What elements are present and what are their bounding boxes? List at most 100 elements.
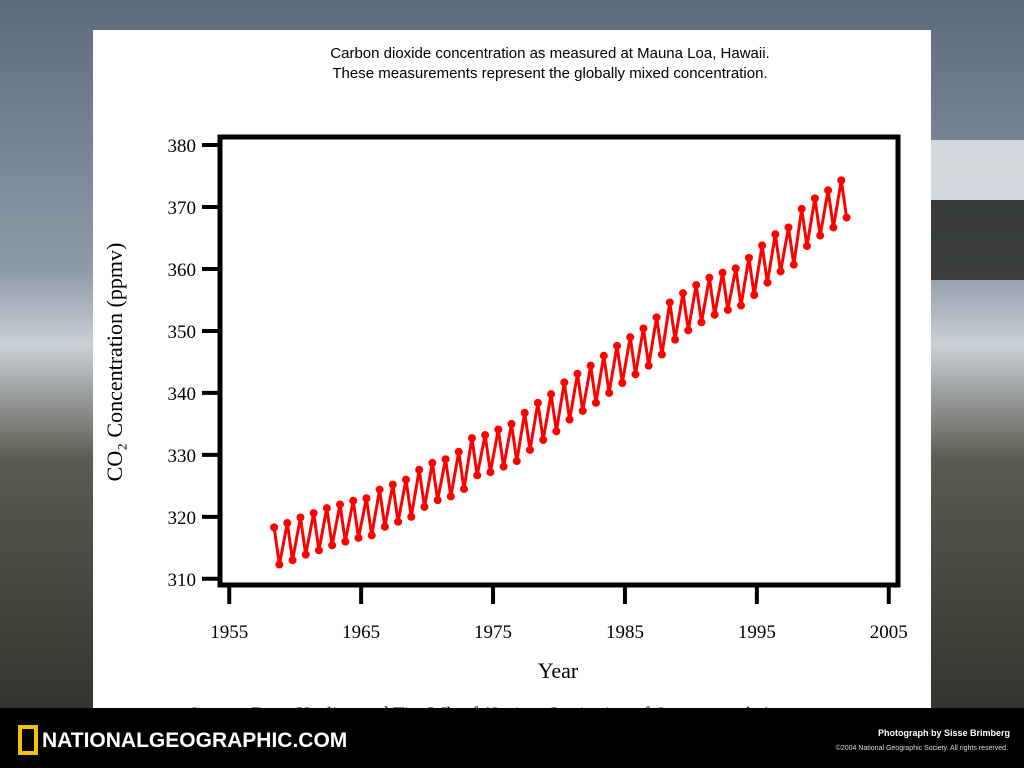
co2-point bbox=[401, 475, 410, 484]
co2-point bbox=[494, 425, 503, 434]
co2-point bbox=[486, 468, 495, 477]
co2-point bbox=[328, 541, 337, 550]
co2-point bbox=[586, 361, 595, 370]
co2-point bbox=[710, 310, 719, 319]
co2-point bbox=[671, 335, 680, 344]
co2-point bbox=[797, 204, 806, 213]
co2-point bbox=[613, 341, 622, 350]
co2-point bbox=[684, 326, 693, 335]
co2-point bbox=[512, 457, 521, 466]
credit: Photograph by Sisse Brimberg bbox=[878, 728, 1010, 738]
co2-point bbox=[723, 305, 732, 314]
co2-point bbox=[525, 445, 534, 454]
co2-point bbox=[599, 351, 608, 360]
y-tick-label: 320 bbox=[168, 508, 197, 529]
co2-point bbox=[824, 186, 833, 195]
co2-point bbox=[507, 419, 516, 428]
co2-point bbox=[499, 462, 508, 471]
co2-point bbox=[816, 231, 825, 240]
co2-point bbox=[362, 494, 371, 503]
co2-line bbox=[272, 180, 849, 565]
co2-point bbox=[336, 500, 345, 509]
x-tick-label: 1995 bbox=[738, 622, 776, 643]
chart-title: Carbon dioxide concentration as measured… bbox=[330, 45, 770, 82]
co2-point bbox=[467, 434, 476, 443]
co2-point bbox=[758, 241, 767, 250]
co2-point bbox=[367, 531, 376, 540]
co2-point bbox=[275, 560, 284, 569]
co2-point bbox=[415, 465, 424, 474]
co2-point bbox=[322, 504, 331, 513]
co2-point bbox=[605, 388, 614, 397]
y-tick-label: 350 bbox=[168, 322, 197, 343]
co2-point bbox=[644, 361, 653, 370]
co2-point bbox=[441, 455, 450, 464]
source: Source: Dave Keeling and Tim Whorf (Scri… bbox=[189, 704, 772, 725]
co2-point bbox=[771, 230, 780, 239]
co2-point bbox=[288, 556, 297, 565]
co2-point bbox=[520, 408, 529, 417]
co2-point bbox=[829, 223, 838, 232]
co2-point bbox=[784, 223, 793, 232]
y-axis-label: CO₂ Concentration (ppmv) bbox=[102, 243, 127, 482]
co2-point bbox=[578, 406, 587, 415]
logo-frame bbox=[18, 725, 38, 755]
co2-point bbox=[533, 398, 542, 407]
co2-point bbox=[473, 471, 482, 480]
hill bbox=[931, 200, 1024, 280]
chart-panel bbox=[93, 30, 931, 728]
co2-point bbox=[705, 273, 714, 282]
co2-point bbox=[552, 427, 561, 436]
co2-point bbox=[737, 301, 746, 310]
co2-point bbox=[565, 415, 574, 424]
co2-point bbox=[296, 513, 305, 522]
co2-point bbox=[657, 350, 666, 359]
co2-point bbox=[341, 537, 350, 546]
co2-point bbox=[547, 390, 556, 399]
copyright: ©2004 National Geographic Society. All r… bbox=[836, 744, 1008, 752]
co2-point bbox=[407, 512, 416, 521]
co2-point bbox=[750, 291, 759, 300]
co2-point bbox=[763, 278, 772, 287]
co2-point bbox=[692, 281, 701, 290]
co2-point bbox=[789, 260, 798, 269]
co2-point bbox=[375, 485, 384, 494]
co2-point bbox=[433, 496, 442, 505]
co2-point bbox=[283, 519, 292, 528]
co2-point bbox=[380, 522, 389, 531]
x-axis-label: Year bbox=[538, 658, 579, 683]
y-tick-label: 340 bbox=[168, 384, 197, 405]
y-tick-label: 330 bbox=[168, 446, 197, 467]
co2-point bbox=[446, 492, 455, 501]
snow bbox=[931, 140, 1024, 200]
co2-point bbox=[639, 324, 648, 333]
plot-frame bbox=[217, 134, 901, 588]
y-tick-label: 310 bbox=[168, 570, 197, 591]
co2-point bbox=[776, 267, 785, 276]
co2-point bbox=[744, 253, 753, 262]
co2-point bbox=[539, 436, 548, 445]
co2-point bbox=[810, 194, 819, 203]
co2-point bbox=[420, 502, 429, 511]
co2-point bbox=[309, 509, 318, 518]
co2-point bbox=[388, 480, 397, 489]
co2-point bbox=[394, 517, 403, 526]
co2-point bbox=[697, 318, 706, 327]
co2-point bbox=[270, 523, 279, 532]
co2-point bbox=[573, 369, 582, 378]
x-tick-label: 1975 bbox=[474, 622, 512, 643]
co2-point bbox=[837, 176, 846, 185]
co2-point bbox=[560, 378, 569, 387]
y-tick-label: 380 bbox=[168, 136, 197, 157]
co2-point bbox=[618, 378, 627, 387]
co2-point bbox=[802, 242, 811, 251]
y-tick-label: 370 bbox=[168, 198, 197, 219]
co2-point bbox=[481, 431, 490, 440]
co2-point bbox=[591, 398, 600, 407]
co2-point bbox=[678, 289, 687, 298]
x-tick-label: 1965 bbox=[342, 622, 380, 643]
co2-point bbox=[626, 333, 635, 342]
co2-point bbox=[652, 313, 661, 322]
co2-point bbox=[842, 213, 851, 222]
